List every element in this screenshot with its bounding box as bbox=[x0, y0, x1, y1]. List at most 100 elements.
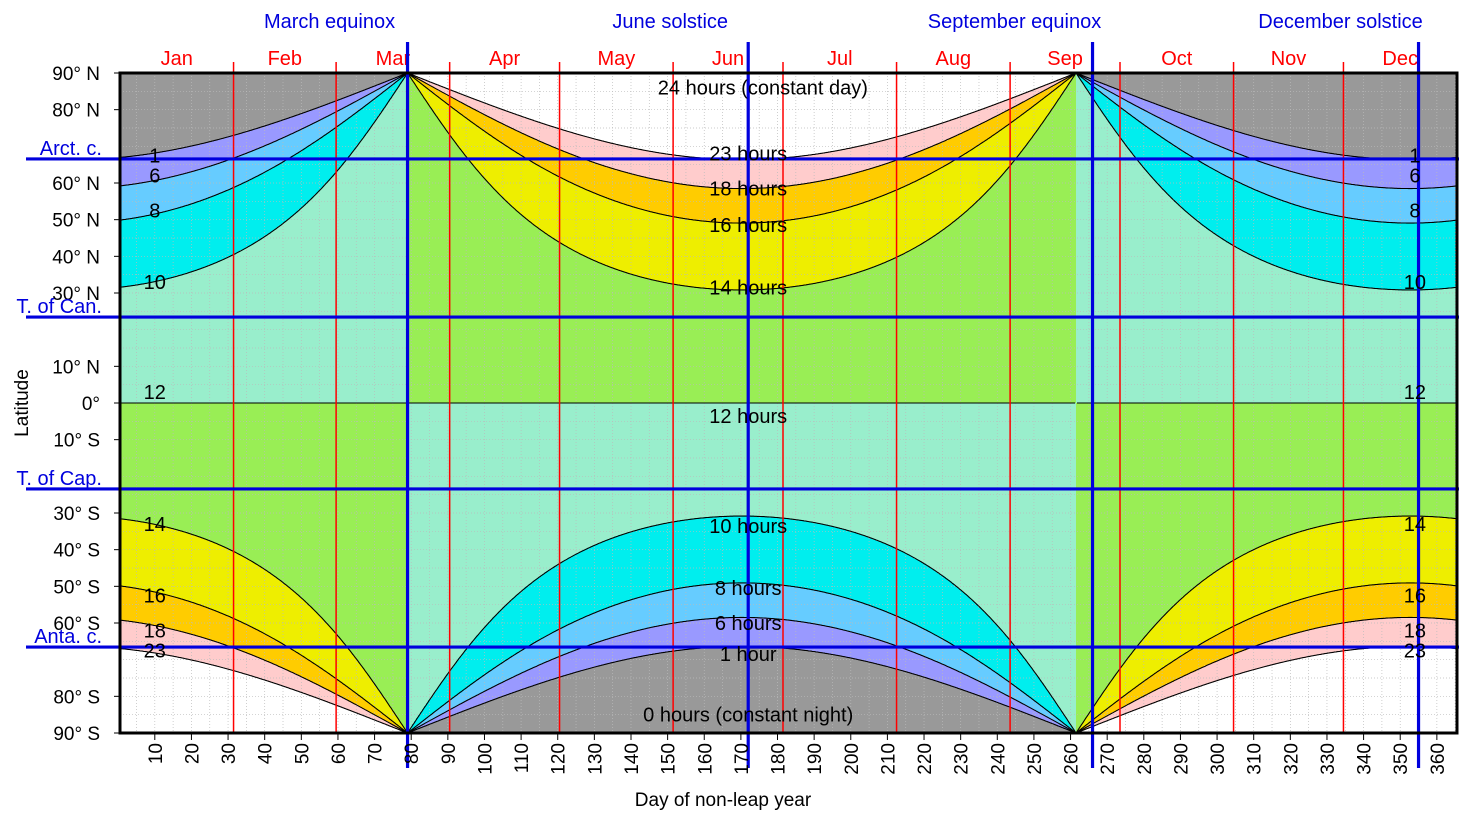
band-cell bbox=[434, 718, 437, 723]
band-cell bbox=[178, 631, 181, 659]
band-cell bbox=[992, 620, 995, 671]
band-cell bbox=[260, 173, 263, 240]
band-cell bbox=[936, 635, 939, 663]
band-cell bbox=[906, 134, 909, 158]
band-cell bbox=[508, 694, 511, 733]
band-cell bbox=[598, 665, 601, 733]
band-cell bbox=[390, 727, 393, 733]
band-cell bbox=[754, 517, 757, 584]
band-cell bbox=[1030, 707, 1033, 716]
band-cell bbox=[772, 619, 775, 648]
band-cell bbox=[250, 626, 253, 656]
band-cell bbox=[278, 73, 281, 122]
band-cell bbox=[554, 631, 557, 659]
band-cell bbox=[480, 113, 483, 129]
band-cell bbox=[1108, 73, 1111, 87]
band-cell bbox=[244, 403, 247, 558]
band-cell bbox=[1098, 107, 1101, 404]
band-cell bbox=[646, 527, 649, 596]
band-cell bbox=[344, 685, 347, 699]
band-cell bbox=[970, 656, 973, 678]
band-cell bbox=[374, 121, 377, 404]
band-cell bbox=[424, 725, 427, 733]
band-cell bbox=[428, 700, 431, 717]
band-cell bbox=[860, 203, 863, 272]
band-cell bbox=[970, 73, 973, 114]
band-cell bbox=[880, 73, 883, 141]
band-cell bbox=[524, 73, 527, 119]
band-cell bbox=[1042, 122, 1045, 404]
band-cell bbox=[322, 700, 325, 733]
band-cell bbox=[726, 646, 729, 733]
band-cell bbox=[360, 73, 363, 92]
band-cell bbox=[1004, 694, 1007, 707]
band-cell bbox=[994, 116, 997, 135]
band-cell bbox=[1022, 149, 1025, 404]
band-cell bbox=[1032, 700, 1035, 710]
band-cell bbox=[582, 256, 585, 404]
band-cell bbox=[850, 599, 853, 633]
band-cell bbox=[1002, 73, 1005, 102]
band-cell bbox=[698, 73, 701, 159]
band-cell bbox=[336, 127, 339, 171]
band-cell bbox=[688, 403, 691, 521]
band-cell bbox=[1036, 712, 1039, 719]
band-cell bbox=[174, 209, 177, 278]
band-cell bbox=[382, 82, 385, 87]
band-cell bbox=[868, 403, 871, 539]
band-cell bbox=[514, 692, 517, 733]
band-cell bbox=[320, 119, 323, 138]
band-cell bbox=[294, 689, 297, 733]
band-cell bbox=[786, 518, 789, 587]
band-cell bbox=[1030, 715, 1033, 733]
band-cell bbox=[476, 635, 479, 681]
band-cell bbox=[180, 206, 183, 276]
band-cell bbox=[292, 116, 295, 134]
band-cell bbox=[440, 715, 443, 720]
band-cell bbox=[134, 622, 137, 651]
band-cell bbox=[376, 721, 379, 733]
band-cell bbox=[570, 673, 573, 733]
band-cell bbox=[354, 712, 357, 733]
band-cell bbox=[736, 646, 739, 733]
band-cell bbox=[652, 626, 655, 654]
band-cell bbox=[326, 673, 329, 690]
band-cell bbox=[658, 653, 661, 733]
band-cell bbox=[962, 673, 965, 690]
band-cell bbox=[646, 278, 649, 404]
band-cell bbox=[228, 616, 231, 647]
band-cell bbox=[372, 124, 375, 404]
band-cell bbox=[940, 664, 943, 683]
band-cell bbox=[592, 161, 595, 194]
band-cell bbox=[696, 220, 699, 288]
band-cell bbox=[252, 73, 255, 131]
band-cell bbox=[884, 641, 887, 666]
band-cell bbox=[1012, 698, 1015, 710]
band-cell bbox=[242, 623, 245, 653]
band-cell bbox=[362, 73, 365, 92]
band-cell bbox=[762, 73, 765, 159]
band-cell bbox=[174, 403, 177, 530]
band-cell bbox=[1010, 98, 1013, 110]
band-cell bbox=[1034, 701, 1037, 711]
band-cell bbox=[770, 619, 773, 648]
band-cell bbox=[184, 658, 187, 733]
band-cell bbox=[524, 649, 527, 672]
band-cell bbox=[976, 202, 979, 404]
band-cell bbox=[478, 73, 481, 102]
band-cell bbox=[966, 73, 969, 116]
band-cell bbox=[290, 589, 293, 650]
band-cell bbox=[140, 155, 143, 183]
band-cell bbox=[246, 181, 249, 248]
band-cell bbox=[850, 403, 853, 533]
band-cell bbox=[644, 403, 647, 528]
band-cell bbox=[524, 587, 527, 650]
band-cell bbox=[426, 73, 429, 81]
band-cell bbox=[834, 211, 837, 279]
band-cell bbox=[364, 670, 367, 701]
band-cell bbox=[420, 73, 423, 80]
band-cell bbox=[1034, 89, 1037, 96]
band-cell bbox=[954, 403, 957, 587]
band-cell bbox=[806, 403, 809, 522]
band-cell bbox=[252, 562, 255, 629]
